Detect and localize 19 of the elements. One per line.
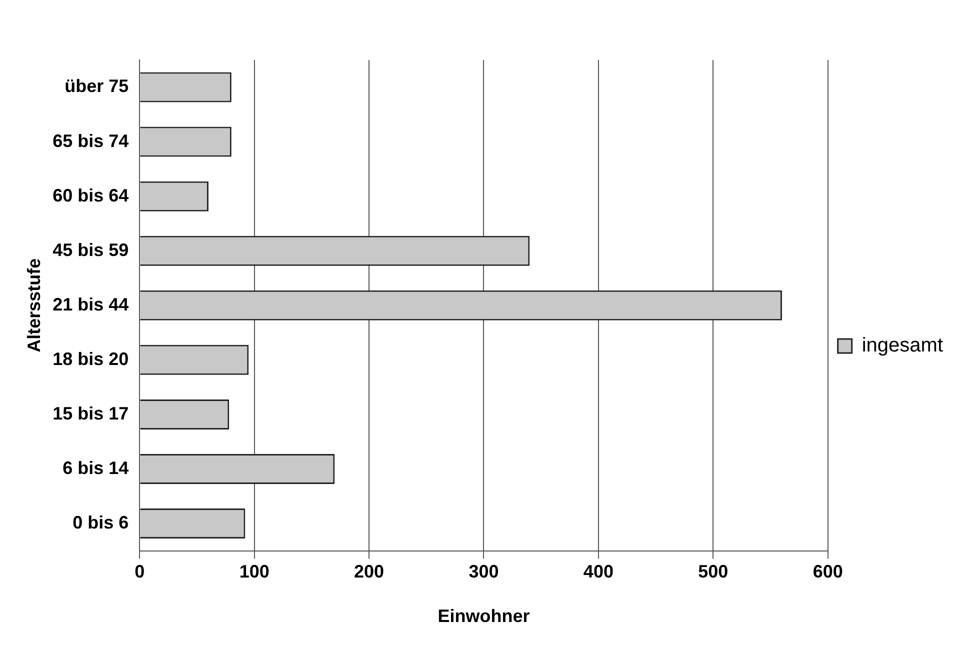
x-tick-label: 500 xyxy=(698,562,728,582)
x-tick-label: 100 xyxy=(239,562,270,582)
y-tick-label: 0 bis 6 xyxy=(72,512,129,532)
y-tick-label: 6 bis 14 xyxy=(62,458,129,478)
y-tick-label: 18 bis 20 xyxy=(52,348,129,369)
x-tick-label: 0 xyxy=(134,562,145,582)
x-tick-label: 400 xyxy=(583,562,614,582)
y-tick-label: über 75 xyxy=(64,76,129,96)
x-tick-label: 300 xyxy=(468,562,499,582)
y-tick-label: 65 bis 74 xyxy=(52,130,129,151)
y-tick-label: 45 bis 59 xyxy=(52,240,129,260)
y-axis-title: Altersstufe xyxy=(24,258,44,352)
legend-label: ingesamt xyxy=(862,334,944,357)
y-tick-label: 60 bis 64 xyxy=(52,185,129,206)
x-axis-title: Einwohner xyxy=(438,606,530,626)
y-tick-label: 21 bis 44 xyxy=(52,294,129,314)
y-tick-label: 15 bis 17 xyxy=(52,403,129,424)
x-tick-label: 600 xyxy=(812,562,843,582)
x-tick-label: 200 xyxy=(354,562,384,582)
